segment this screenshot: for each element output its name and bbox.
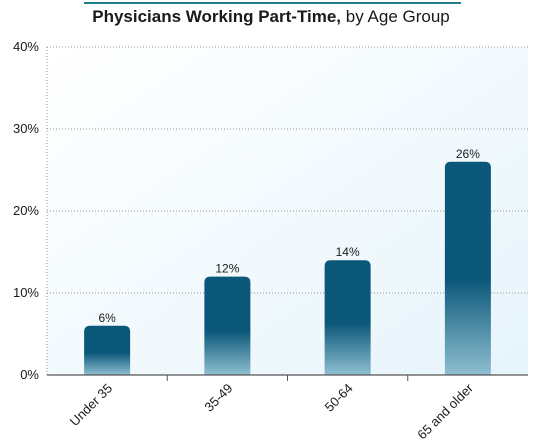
bar-3	[324, 260, 371, 375]
x-tick-label: 65 and older	[414, 380, 476, 440]
y-tick-label: 30%	[13, 121, 39, 136]
chart-title-main: Physicians Working Part-Time,	[92, 7, 342, 26]
y-tick-label: 20%	[13, 203, 39, 218]
bar-1	[84, 325, 131, 375]
gridlines	[47, 46, 528, 294]
y-tick-label: 40%	[13, 39, 39, 54]
y-tick-label: 0%	[20, 367, 39, 382]
chart-title: Physicians Working Part-Time, by Age Gro…	[0, 7, 542, 27]
bars	[84, 161, 491, 375]
x-tick-label: 35-49	[201, 381, 235, 415]
data-label: 12%	[215, 262, 239, 276]
chart-subtitle: by Age Group	[345, 7, 450, 26]
title-rule	[84, 2, 461, 4]
data-label: 14%	[336, 245, 360, 259]
axes	[46, 47, 528, 381]
y-tick-label: 10%	[13, 285, 39, 300]
x-tick-label: 50-64	[322, 381, 356, 415]
bar-2	[204, 276, 251, 375]
data-label: 26%	[456, 147, 480, 161]
x-tick-label: Under 35	[67, 381, 115, 429]
bar-4	[444, 161, 491, 375]
data-label: 6%	[98, 311, 116, 325]
